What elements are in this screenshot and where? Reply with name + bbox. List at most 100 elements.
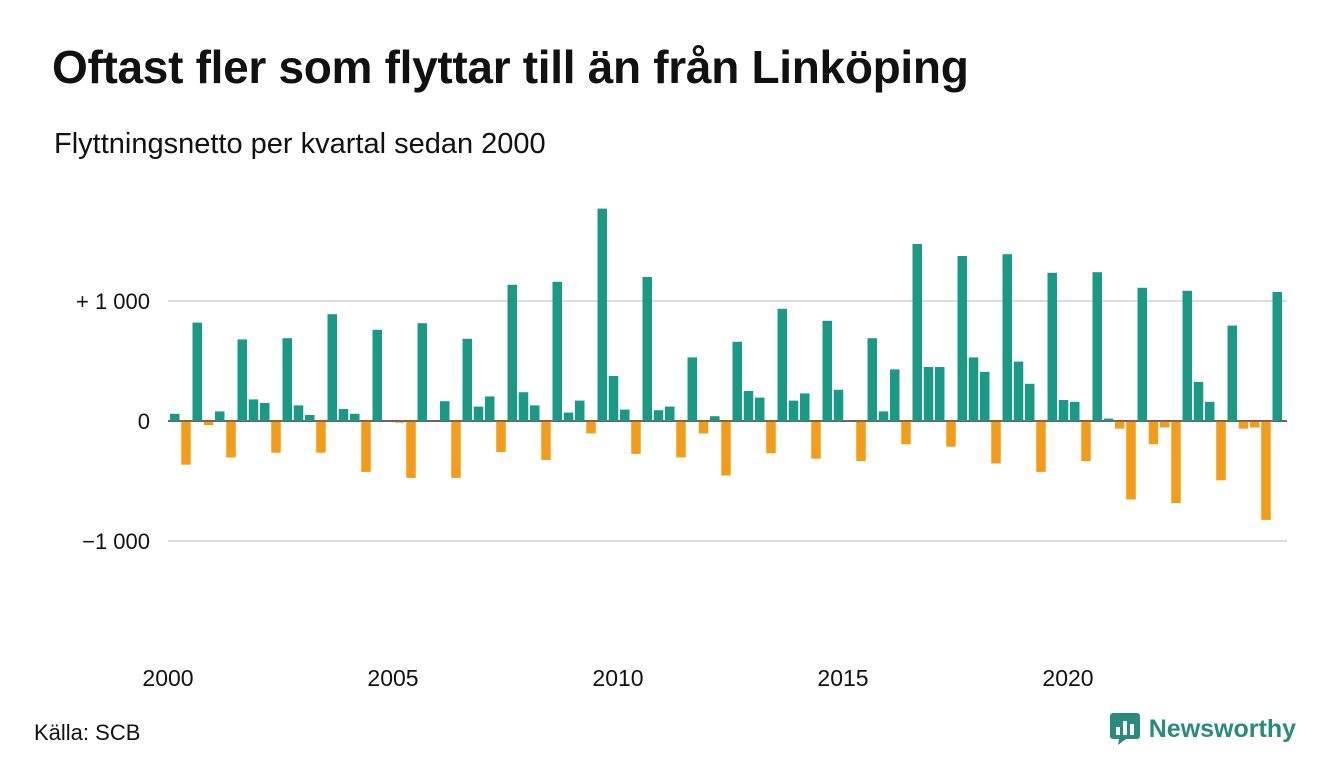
bar [440,401,450,421]
bar [811,421,821,459]
bar [316,421,326,453]
bar [698,421,709,434]
bar [451,421,461,478]
chart-title: Oftast fler som flyttar till än från Lin… [52,41,969,93]
y-axis-labels: + 1 000 0 −1 000 [76,289,150,554]
bar [968,357,979,421]
bar [496,421,506,453]
bar [608,376,619,421]
bar [1261,421,1271,520]
bar [687,357,697,421]
bar [1238,421,1249,429]
brand-logo: Newsworthy [1109,712,1296,746]
y-tick-label: + 1 000 [76,289,150,314]
bar [1182,290,1192,421]
bar [1193,382,1204,421]
x-tick-label: 2015 [817,665,868,691]
bar [1092,272,1102,421]
bar [766,421,776,454]
bar [1227,325,1237,421]
bar [1013,361,1024,421]
x-tick-label: 2000 [142,665,193,691]
bar [1126,421,1136,500]
x-tick-label: 2020 [1042,665,1093,691]
bar [946,421,956,447]
bar [1148,421,1159,445]
bar [732,341,742,421]
bar [350,413,360,421]
bar [777,308,787,421]
bar [676,421,686,458]
bar [1025,383,1035,421]
chart-subtitle: Flyttningsnetto per kvartal sedan 2000 [54,128,546,160]
bar [665,406,675,421]
bar [912,244,922,421]
bar [957,256,967,421]
bar [552,281,562,421]
bar [1160,421,1170,428]
bar [743,391,754,421]
bar [1115,421,1125,429]
bar [361,421,371,472]
bar [417,323,427,421]
bar [203,421,214,426]
bar [372,329,382,421]
bar [597,208,607,421]
bar [1137,287,1147,421]
bar [1205,401,1215,421]
bar [923,367,934,421]
bar [901,421,911,445]
bar [170,413,180,421]
x-tick-label: 2005 [367,665,418,691]
bar [788,400,799,421]
bar [563,412,574,421]
bar [305,415,315,421]
bar [1070,401,1080,421]
bar [485,396,495,421]
bar [530,405,540,421]
bar [260,403,270,421]
bar [237,339,247,421]
bar [473,406,484,421]
bar [935,367,945,421]
bar [890,369,900,421]
bar [620,409,630,421]
bars [170,208,1282,520]
bar [991,421,1001,464]
bar [327,314,337,421]
bar [282,338,292,421]
bar [518,392,529,421]
bar [226,421,236,458]
bar [1047,272,1057,421]
x-tick-label: 2010 [592,665,643,691]
x-axis-labels: 2000 2005 2010 2015 2020 [142,665,1093,691]
bar-chart: + 1 000 0 −1 000 2000 2005 2010 2015 2020 [76,208,1287,691]
bar [1058,400,1069,421]
bar [1216,421,1226,481]
bar [586,421,596,434]
bar [507,284,517,421]
bar [181,421,191,465]
bar [575,400,585,421]
bar [541,421,551,460]
bar [800,393,810,421]
y-tick-label: −1 000 [82,529,150,554]
bar [293,405,304,421]
bar [1081,421,1091,462]
bar [338,409,349,421]
bar [856,421,866,462]
bar [462,338,472,421]
bar [755,397,765,421]
bar [192,322,202,421]
bar [822,320,832,421]
brand-name: Newsworthy [1148,714,1296,743]
bar [833,389,844,421]
bar [215,411,225,421]
bar [980,371,990,421]
bar [867,338,877,421]
newsworthy-logo-icon [1109,713,1140,745]
bar [1036,421,1046,472]
source-note: Källa: SCB [34,720,141,745]
bar [395,421,405,423]
bar [878,411,889,421]
